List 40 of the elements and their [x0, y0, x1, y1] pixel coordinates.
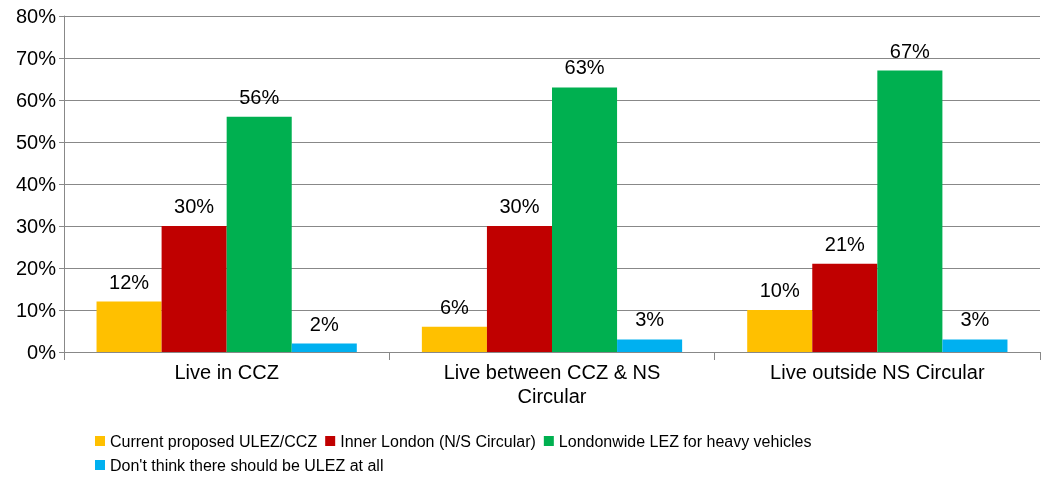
- x-tick-label: Live in CCZ: [174, 361, 279, 383]
- data-label: 67%: [889, 39, 931, 62]
- y-tick-label: 60%: [15, 89, 57, 111]
- data-label: 56%: [239, 85, 280, 108]
- y-tick-label: 20%: [15, 257, 57, 279]
- y-tick-label: 30%: [15, 215, 57, 237]
- y-tick-label: 40%: [15, 173, 57, 195]
- bar: [747, 310, 813, 352]
- bar: [812, 263, 878, 352]
- bar: [877, 70, 943, 352]
- data-label: 6%: [439, 295, 470, 318]
- bar: [226, 116, 292, 352]
- data-label: 10%: [759, 279, 800, 301]
- x-tick-label: Live outside NS Circular: [770, 361, 985, 383]
- y-tick-label: 10%: [15, 299, 57, 321]
- data-label: 3%: [635, 308, 665, 331]
- bar: [161, 226, 227, 352]
- data-label: 2%: [309, 312, 339, 335]
- y-tick-label: 50%: [15, 131, 57, 153]
- legend-label: Inner London (N/S Circular): [340, 432, 536, 450]
- data-label: 21%: [824, 232, 866, 255]
- data-label: 63%: [564, 56, 605, 79]
- legend-label: Don't think there should be ULEZ at all: [110, 456, 384, 474]
- bar: [942, 339, 1008, 352]
- data-label: 30%: [174, 195, 215, 217]
- bar: [291, 343, 357, 352]
- data-label: 3%: [960, 308, 990, 331]
- bar: [486, 226, 552, 352]
- bar: [617, 339, 683, 352]
- y-tick-label: 70%: [15, 47, 57, 69]
- y-tick-label: 0%: [27, 341, 57, 363]
- data-label: 30%: [499, 195, 540, 217]
- bar: [421, 326, 487, 352]
- legend-label: Current proposed ULEZ/CCZ: [110, 432, 318, 450]
- legend-label: Londonwide LEZ for heavy vehicles: [558, 432, 812, 450]
- y-tick-label: 80%: [15, 5, 57, 27]
- bar: [96, 301, 162, 352]
- data-label: 12%: [109, 270, 150, 293]
- bar: [552, 87, 618, 352]
- x-tick-label: Live between CCZ & NS Circular: [443, 361, 661, 407]
